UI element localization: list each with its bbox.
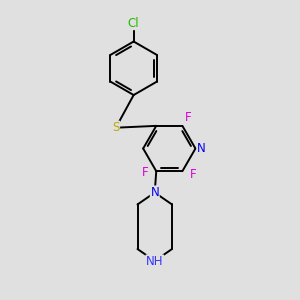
Text: F: F [142,166,148,179]
Text: N: N [197,142,206,155]
Text: NH: NH [146,255,164,268]
Text: S: S [112,121,119,134]
Text: N: N [150,186,159,199]
Text: F: F [190,168,196,181]
Text: Cl: Cl [128,16,140,30]
Text: F: F [184,111,191,124]
